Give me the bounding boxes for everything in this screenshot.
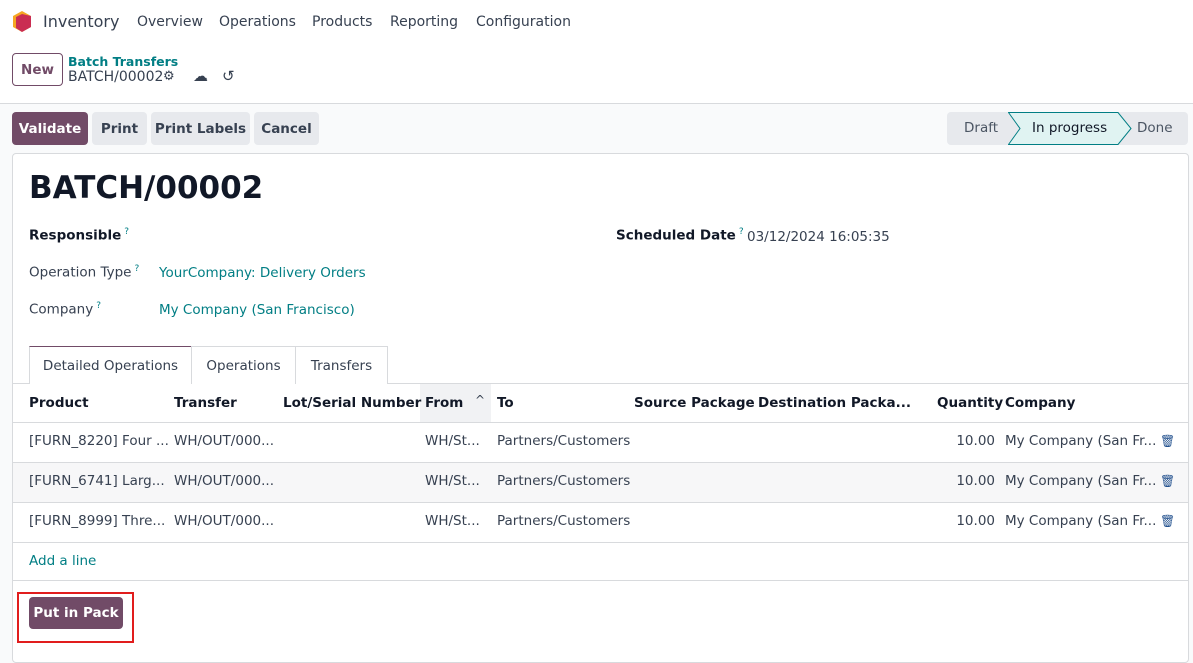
cell-from[interactable]: WH/St... <box>425 513 480 529</box>
cell-product[interactable]: [FURN_8220] Four ... <box>29 433 169 449</box>
status-current-arrow <box>1008 112 1132 145</box>
trash-icon[interactable]: 🗑 <box>1160 474 1176 488</box>
col-destination-package[interactable]: Destination Packa... <box>758 395 911 411</box>
cell-company[interactable]: My Company (San Fr... <box>1005 433 1157 449</box>
print-labels-button[interactable]: Print Labels <box>151 112 250 145</box>
cell-quantity[interactable]: 10.00 <box>956 433 995 449</box>
discard-icon[interactable]: ↺ <box>222 67 235 85</box>
menu-reporting[interactable]: Reporting <box>390 14 459 30</box>
status-draft[interactable]: Draft <box>964 120 999 136</box>
cell-transfer[interactable]: WH/OUT/000... <box>174 513 274 529</box>
scheduled-date-label: Scheduled Date? <box>616 227 744 244</box>
status-in-progress[interactable]: In progress <box>1032 120 1108 136</box>
inventory-logo-icon[interactable] <box>12 11 32 33</box>
breadcrumb-current: BATCH/00002 <box>68 69 164 85</box>
tab-detailed-operations[interactable]: Detailed Operations <box>29 346 192 384</box>
control-panel <box>0 44 1193 104</box>
put-in-pack-button[interactable]: Put in Pack <box>29 597 123 629</box>
trash-icon[interactable]: 🗑 <box>1160 434 1176 448</box>
cell-from[interactable]: WH/St... <box>425 433 480 449</box>
col-company[interactable]: Company <box>1005 395 1076 411</box>
col-from[interactable]: From <box>425 395 464 411</box>
trash-icon[interactable]: 🗑 <box>1160 514 1176 528</box>
col-lot-serial[interactable]: Lot/Serial Number <box>283 395 422 411</box>
col-transfer[interactable]: Transfer <box>174 395 237 411</box>
batch-title: BATCH/00002 <box>29 170 264 206</box>
responsible-label: Responsible? <box>29 227 130 244</box>
app-name[interactable]: Inventory <box>43 12 120 31</box>
top-navbar: Inventory Overview Operations Products R… <box>0 0 1193 44</box>
cell-company[interactable]: My Company (San Fr... <box>1005 513 1157 529</box>
cell-to[interactable]: Partners/Customers <box>497 433 631 449</box>
cell-to[interactable]: Partners/Customers <box>497 513 631 529</box>
menu-operations[interactable]: Operations <box>219 14 296 30</box>
cell-to[interactable]: Partners/Customers <box>497 473 631 489</box>
row-hover-bg <box>13 463 1188 502</box>
cell-company[interactable]: My Company (San Fr... <box>1005 473 1157 489</box>
highlight-box <box>17 592 134 643</box>
cell-product[interactable]: [FURN_8999] Thre... <box>29 513 166 529</box>
tab-transfers[interactable]: Transfers <box>295 346 388 384</box>
sorted-column-bg <box>420 384 491 422</box>
cloud-save-icon[interactable]: ☁ <box>193 67 208 85</box>
cancel-button[interactable]: Cancel <box>254 112 319 145</box>
cell-quantity[interactable]: 10.00 <box>956 473 995 489</box>
tab-operations[interactable]: Operations <box>191 346 296 384</box>
company-label: Company? <box>29 301 102 318</box>
operation-type-field[interactable]: YourCompany: Delivery Orders <box>159 265 366 281</box>
breadcrumb-batch-transfers[interactable]: Batch Transfers <box>68 54 179 69</box>
col-quantity[interactable]: Quantity <box>937 395 1004 411</box>
col-to[interactable]: To <box>497 395 514 411</box>
menu-products[interactable]: Products <box>312 14 373 30</box>
col-source-package[interactable]: Source Package <box>634 395 755 411</box>
cell-transfer[interactable]: WH/OUT/000... <box>174 433 274 449</box>
scheduled-date-field[interactable]: 03/12/2024 16:05:35 <box>747 229 890 245</box>
sort-asc-icon[interactable]: ^ <box>475 393 486 407</box>
cell-quantity[interactable]: 10.00 <box>956 513 995 529</box>
menu-configuration[interactable]: Configuration <box>476 14 571 30</box>
company-field[interactable]: My Company (San Francisco) <box>159 302 355 318</box>
validate-button[interactable]: Validate <box>12 112 88 145</box>
col-product[interactable]: Product <box>29 395 89 411</box>
print-button[interactable]: Print <box>92 112 147 145</box>
gear-icon[interactable]: ⚙ <box>163 69 175 84</box>
status-done[interactable]: Done <box>1137 120 1173 136</box>
new-button[interactable]: New <box>12 53 63 86</box>
operation-type-label: Operation Type? <box>29 264 140 281</box>
cell-product[interactable]: [FURN_6741] Larg... <box>29 473 165 489</box>
cell-from[interactable]: WH/St... <box>425 473 480 489</box>
add-line-link[interactable]: Add a line <box>29 553 97 569</box>
cell-transfer[interactable]: WH/OUT/000... <box>174 473 274 489</box>
menu-overview[interactable]: Overview <box>137 14 203 30</box>
